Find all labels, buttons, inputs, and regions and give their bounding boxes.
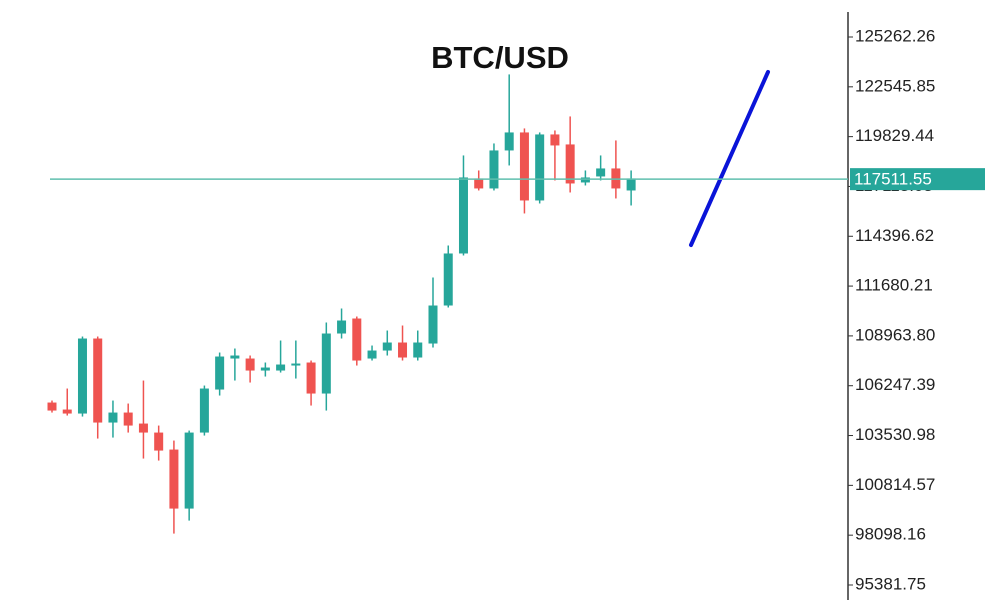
candle-body [215,356,225,390]
candle-body [352,318,362,361]
candle-body [474,178,484,189]
y-tick-label: 98098.16 [855,525,926,544]
candle-body [596,168,606,177]
candle-body [337,320,347,334]
candle-body [306,362,316,394]
y-tick-label: 108963.80 [855,325,935,344]
candle-body [519,132,529,201]
candle-body [138,423,148,433]
y-tick-label: 103530.98 [855,425,935,444]
candle-body [565,144,575,184]
candle-body [382,342,392,351]
y-tick-label: 100814.57 [855,475,935,494]
y-tick-label: 125262.26 [855,26,935,45]
candle-body [291,363,301,366]
candle-body [550,134,560,146]
candle-body [62,409,72,414]
candle-body [504,132,514,151]
candle-body [321,333,331,394]
y-tick-label: 106247.39 [855,375,935,394]
candle-body [245,358,255,371]
candle-body [367,350,377,359]
candle-body [398,342,408,358]
candle-body [169,449,179,509]
y-tick-label: 95381.75 [855,574,926,593]
y-tick-label: 111680.21 [855,276,933,295]
y-tick-label: 119829.44 [855,126,934,145]
chart-title: BTC/USD [431,40,569,75]
candle-body [77,338,87,414]
candle-body [580,177,590,183]
candle-body [413,342,423,358]
candle-body [458,177,468,254]
candle-body [626,178,636,191]
candle-body [428,305,438,344]
candle-body [276,364,286,371]
candle-body [535,134,545,201]
trend-line [689,70,770,247]
candle-body [489,150,499,189]
candle-body [123,412,133,426]
y-tick-label: 114396.62 [855,226,934,245]
candle-body [260,367,270,371]
candle-body [230,355,240,359]
candle-body [199,388,209,433]
candle-body [154,432,164,451]
candle-body [108,412,118,423]
last-price-box [850,168,985,191]
candle-body [93,338,103,423]
last-price-label: 117511.55 [854,170,932,189]
candle-body [47,402,57,411]
candle-body [443,253,453,306]
candle-body [184,432,194,509]
y-tick-label: 122545.85 [855,76,935,95]
